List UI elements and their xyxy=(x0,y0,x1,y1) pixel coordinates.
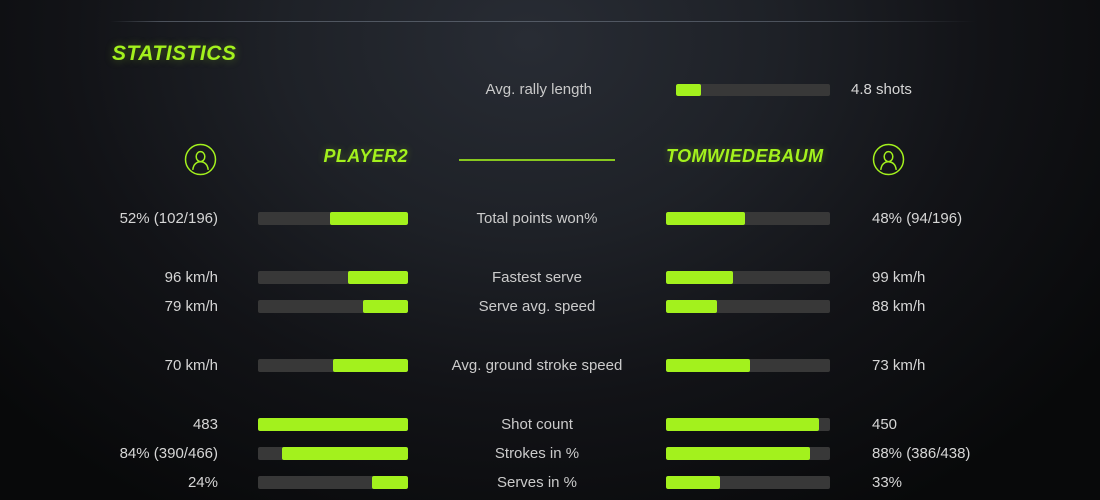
stat-left-bar xyxy=(258,417,408,431)
stat-right-bar xyxy=(666,299,830,313)
stat-label: Shot count xyxy=(501,415,573,433)
stat-left-bar xyxy=(258,270,408,284)
stat-left-bar xyxy=(258,211,408,225)
stat-right-bar-fill xyxy=(666,417,819,431)
stat-left-value: 52% (102/196) xyxy=(119,209,218,227)
stat-label: Avg. ground stroke speed xyxy=(451,356,623,374)
avg-rally-length-label: Avg. rally length xyxy=(485,81,592,98)
avg-rally-length-value: 4.8 shots xyxy=(851,81,912,98)
stat-label: Serve avg. speed xyxy=(478,297,596,315)
user-icon xyxy=(872,143,905,176)
player-left-avatar-icon[interactable] xyxy=(184,143,217,176)
stat-right-bar xyxy=(666,211,830,225)
stat-right-value: 88 km/h xyxy=(872,297,926,315)
stat-right-bar xyxy=(666,270,830,284)
stat-left-bar xyxy=(258,475,408,489)
stat-right-bar-fill xyxy=(666,270,734,284)
stat-left-bar xyxy=(258,446,408,460)
stat-left-bar-fill xyxy=(348,270,408,284)
stat-row: 24% Serves in % 33% xyxy=(0,468,1100,497)
stat-label: Strokes in % xyxy=(494,444,580,462)
stat-label: Fastest serve xyxy=(491,268,583,286)
stat-left-value: 483 xyxy=(192,415,218,433)
stat-left-bar-fill xyxy=(363,299,408,313)
player-right-avatar-icon[interactable] xyxy=(872,143,905,176)
avg-rally-length-bar-fill xyxy=(676,84,701,96)
stat-left-value: 79 km/h xyxy=(164,297,218,315)
stat-right-bar-fill xyxy=(666,299,717,313)
stat-row: 96 km/h Fastest serve 99 km/h xyxy=(0,263,1100,292)
stat-right-bar xyxy=(666,446,830,460)
names-divider-line xyxy=(459,159,615,161)
stat-right-value: 99 km/h xyxy=(872,268,926,286)
stat-right-bar xyxy=(666,417,830,431)
stat-right-bar xyxy=(666,475,830,489)
stat-left-value: 84% (390/466) xyxy=(119,444,218,462)
stat-left-value: 70 km/h xyxy=(164,356,218,374)
stat-left-bar-fill xyxy=(258,417,408,431)
avg-rally-length-bar xyxy=(676,84,830,96)
stat-left-bar-fill xyxy=(333,358,408,372)
stat-left-bar-fill xyxy=(282,446,408,460)
stat-left-value: 96 km/h xyxy=(164,268,218,286)
stat-right-bar-fill xyxy=(666,358,750,372)
stat-left-bar-fill xyxy=(330,211,408,225)
stat-right-value: 450 xyxy=(872,415,898,433)
stat-right-bar-fill xyxy=(666,446,811,460)
stat-row: 79 km/h Serve avg. speed 88 km/h xyxy=(0,292,1100,321)
stat-left-bar-fill xyxy=(372,475,408,489)
stat-row: 483 Shot count 450 xyxy=(0,410,1100,439)
stat-right-bar xyxy=(666,358,830,372)
stat-left-bar xyxy=(258,299,408,313)
top-divider-line xyxy=(110,21,976,22)
stat-right-bar-fill xyxy=(666,211,745,225)
stat-row: 52% (102/196) Total points won% 48% (94/19… xyxy=(0,204,1100,233)
stat-left-bar xyxy=(258,358,408,372)
stat-right-value: 88% (386/438) xyxy=(872,444,971,462)
player-right-name: TOMWIEDEBAUM xyxy=(666,146,824,166)
stat-row: 70 km/h Avg. ground stroke speed 73 km/h xyxy=(0,351,1100,380)
stat-right-value: 73 km/h xyxy=(872,356,926,374)
stat-label: Serves in % xyxy=(496,473,578,491)
player-left-name: PLAYER2 xyxy=(323,146,408,166)
page-title: STATISTICS xyxy=(112,42,237,65)
stat-label: Total points won% xyxy=(476,209,598,227)
user-icon xyxy=(184,143,217,176)
stat-right-value: 48% (94/196) xyxy=(872,209,963,227)
stat-right-bar-fill xyxy=(666,475,721,489)
stat-left-value: 24% xyxy=(187,473,218,491)
stat-right-value: 33% xyxy=(872,473,903,491)
stat-row: 84% (390/466) Strokes in % 88% (386/438) xyxy=(0,439,1100,468)
